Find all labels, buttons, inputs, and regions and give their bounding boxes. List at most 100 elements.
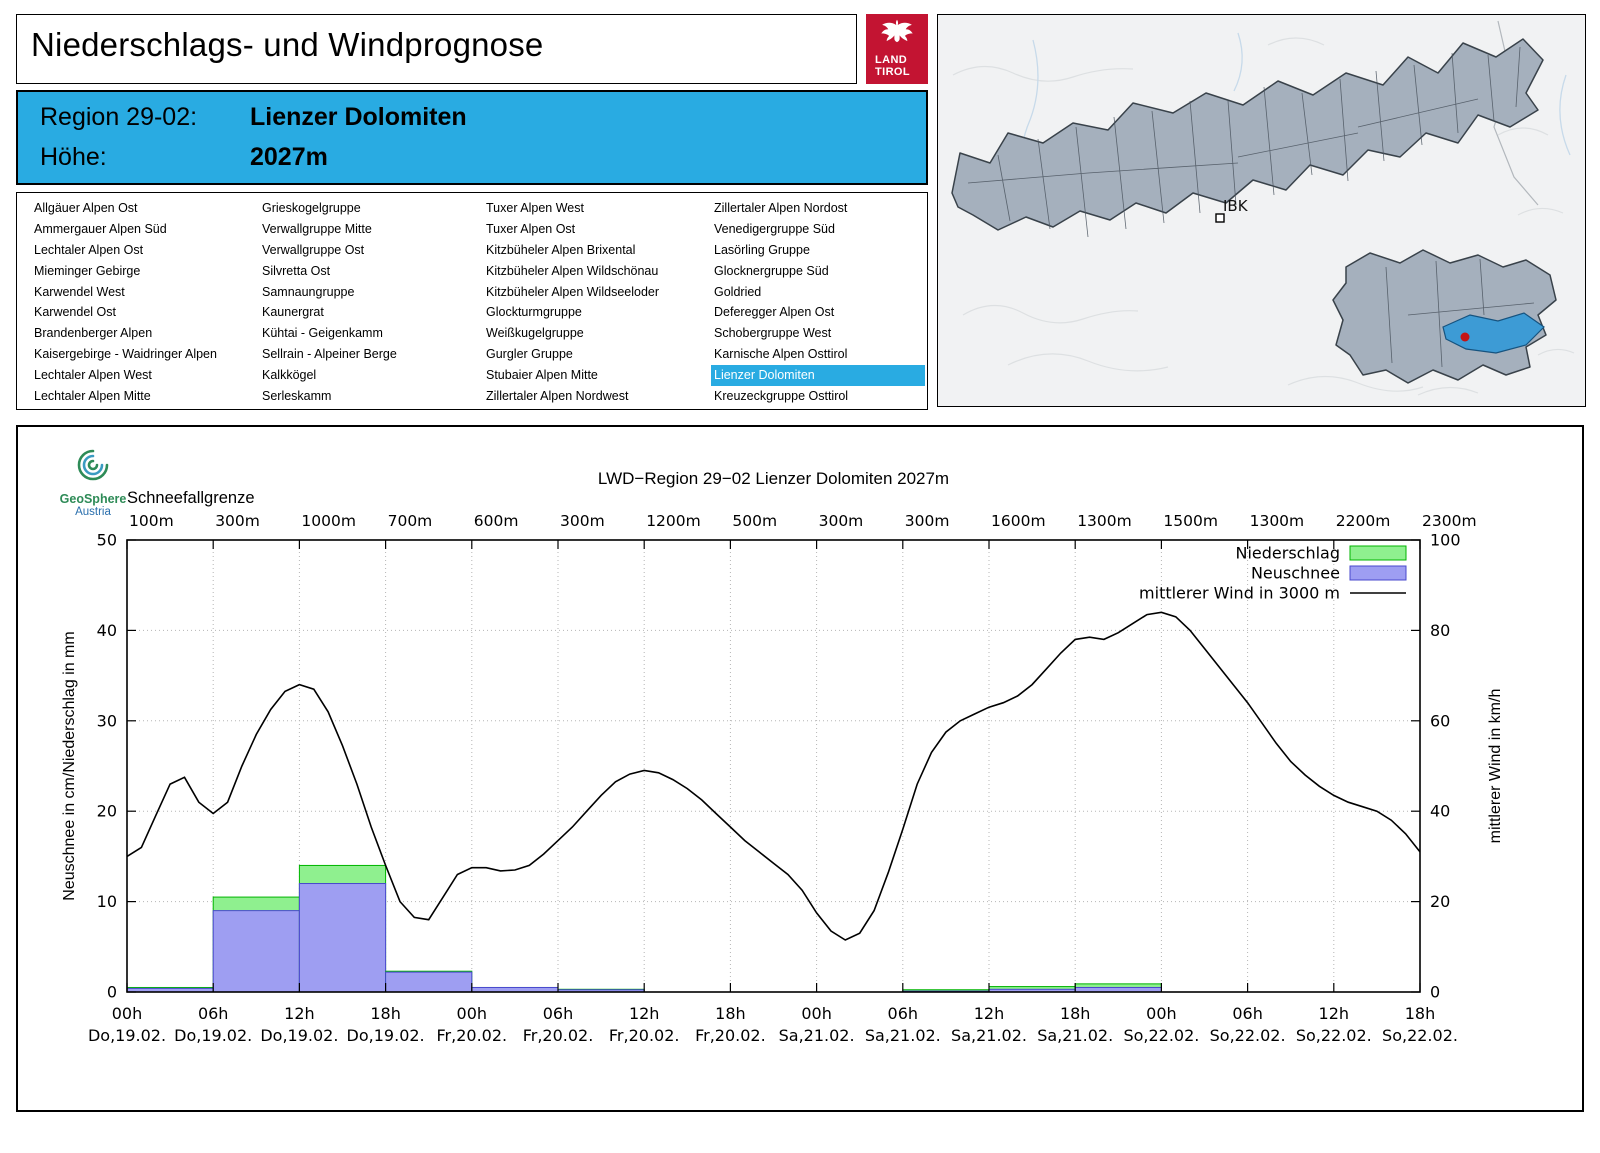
- region-list-column: Grieskogelgruppe Verwallgruppe Mitte Verwa…: [259, 198, 483, 409]
- snowline-value: 600m: [474, 512, 519, 530]
- geosphere-country: Austria: [75, 506, 111, 518]
- legend-label: Niederschlag: [1235, 544, 1340, 563]
- region-list-item[interactable]: Silvretta Ost: [262, 263, 331, 278]
- x-tick-day-label: Sa,21.02.: [779, 1026, 855, 1045]
- x-tick-hour-label: 06h: [198, 1004, 229, 1023]
- region-list-item[interactable]: Stubaier Alpen Mitte: [486, 368, 598, 383]
- forecast-chart: GeoSphere Austria LWD−Region 29−02 Lienz…: [16, 425, 1584, 1112]
- region-list-item[interactable]: Gurgler Gruppe: [486, 347, 573, 362]
- x-tick-day-label: Sa,21.02.: [951, 1026, 1027, 1045]
- snowline-value: 100m: [129, 512, 174, 530]
- region-list-item[interactable]: Kalkkögel: [262, 368, 317, 383]
- x-tick-hour-label: 00h: [1146, 1004, 1177, 1023]
- x-tick-hour-label: 12h: [284, 1004, 315, 1023]
- region-list-item[interactable]: Glocknergruppe Süd: [714, 263, 829, 278]
- region-list-item[interactable]: Kreuzeckgruppe Osttirol: [714, 389, 849, 404]
- region-label: Region 29-02:: [40, 103, 198, 131]
- y-right-tick-label: 60: [1430, 711, 1450, 730]
- region-list-item[interactable]: Deferegger Alpen Ost: [714, 305, 835, 320]
- region-list-item[interactable]: Glockturmgruppe: [486, 305, 582, 320]
- snowline-value: 300m: [819, 512, 864, 530]
- region-list-item[interactable]: Lienzer Dolomiten: [711, 365, 925, 387]
- region-list-item[interactable]: Ammergauer Alpen Süd: [34, 221, 167, 236]
- ibk-marker: [1215, 213, 1225, 223]
- map-region-north-tirol[interactable]: [951, 38, 1544, 231]
- region-list-item[interactable]: Tuxer Alpen West: [486, 201, 584, 215]
- snowline-value: 1600m: [991, 512, 1046, 530]
- region-list-column: Zillertaler Alpen Nordost Venedigergruppe…: [711, 198, 925, 409]
- region-list-item[interactable]: Weißkugelgruppe: [486, 326, 584, 341]
- neuschnee-bar: [385, 971, 473, 993]
- legend-box-swatch: [1349, 545, 1407, 561]
- region-list-item[interactable]: Lechtaler Alpen Ost: [34, 242, 144, 257]
- region-list-item[interactable]: Karnische Alpen Osttirol: [714, 347, 848, 362]
- x-tick-hour-label: 12h: [974, 1004, 1005, 1023]
- snowline-value: 1500m: [1163, 512, 1218, 530]
- x-tick-hour-label: 18h: [715, 1004, 746, 1023]
- page-title: Niederschlags- und Windprognose: [31, 26, 544, 63]
- region-list-item[interactable]: Kühtai - Geigenkamm: [262, 326, 383, 341]
- map-box: IBK: [937, 14, 1586, 407]
- x-tick-day-label: So,22.02.: [1210, 1026, 1286, 1045]
- y-left-tick-label: 40: [97, 621, 117, 640]
- x-tick-hour-label: 06h: [888, 1004, 919, 1023]
- y-left-tick-label: 0: [107, 983, 117, 1002]
- region-list-item[interactable]: Verwallgruppe Ost: [262, 242, 365, 257]
- region-list: Allgäuer Alpen Ost Ammergauer Alpen Süd Le…: [16, 192, 928, 410]
- geosphere-swirl-icon: [77, 449, 109, 481]
- x-tick-hour-label: 18h: [1405, 1004, 1436, 1023]
- region-list-item[interactable]: Venedigergruppe Süd: [714, 221, 835, 236]
- x-tick-hour-label: 12h: [1319, 1004, 1350, 1023]
- region-list-item[interactable]: Brandenberger Alpen: [34, 326, 153, 341]
- x-tick-day-label: Do,19.02.: [260, 1026, 338, 1045]
- snowline-value: 1200m: [646, 512, 701, 530]
- y-right-tick-label: 100: [1430, 531, 1461, 550]
- x-tick-hour-label: 18h: [370, 1004, 401, 1023]
- x-tick-day-label: Fr,20.02.: [523, 1026, 594, 1045]
- region-list-item[interactable]: Kitzbüheler Alpen Wildschönau: [486, 263, 659, 278]
- region-list-item[interactable]: Kaunergrat: [262, 305, 324, 320]
- x-tick-day-label: Sa,21.02.: [865, 1026, 941, 1045]
- ibk-label: IBK: [1223, 197, 1249, 215]
- tirol-eagle-icon: [881, 19, 913, 43]
- region-list-item[interactable]: Grieskogelgruppe: [262, 201, 361, 215]
- region-list-item[interactable]: Karwendel West: [34, 284, 125, 299]
- x-tick-hour-label: 00h: [457, 1004, 488, 1023]
- x-tick-day-label: So,22.02.: [1296, 1026, 1372, 1045]
- region-list-item[interactable]: Sellrain - Alpeiner Berge: [262, 347, 397, 362]
- region-list-item[interactable]: Allgäuer Alpen Ost: [34, 201, 138, 215]
- legend-label: mittlerer Wind in 3000 m: [1139, 584, 1340, 603]
- region-list-item[interactable]: Zillertaler Alpen Nordost: [714, 201, 848, 215]
- x-tick-day-label: Fr,20.02.: [437, 1026, 508, 1045]
- legend-box-swatch: [1349, 565, 1407, 581]
- chart-plot: 00h Do,19.02. 100m 06h Do,19.02. 300m 12h Do,19…: [88, 512, 1477, 1045]
- region-list-item[interactable]: Kitzbüheler Alpen Wildseeloder: [486, 284, 660, 299]
- x-tick-day-label: So,22.02.: [1382, 1026, 1458, 1045]
- region-list-item[interactable]: Goldried: [714, 284, 762, 299]
- x-tick-hour-label: 12h: [629, 1004, 660, 1023]
- snowline-value: 500m: [732, 512, 777, 530]
- region-header: Region 29-02: Lienzer Dolomiten Höhe: 20…: [16, 90, 928, 185]
- region-list-item[interactable]: Tuxer Alpen Ost: [486, 221, 576, 236]
- region-list-item[interactable]: Lechtaler Alpen West: [34, 368, 152, 383]
- region-list-item[interactable]: Verwallgruppe Mitte: [262, 221, 372, 236]
- plot-border: [126, 539, 1421, 993]
- region-list-item[interactable]: Karwendel Ost: [34, 305, 116, 320]
- region-list-item[interactable]: Schobergruppe West: [714, 326, 832, 341]
- region-list-item[interactable]: Kitzbüheler Alpen Brixental: [486, 242, 636, 257]
- terrain-decoration: [952, 37, 1575, 396]
- region-list-item[interactable]: Lechtaler Alpen Mitte: [34, 389, 151, 404]
- y-left-tick-label: 20: [97, 802, 117, 821]
- map-region-highlight[interactable]: [1442, 312, 1545, 354]
- region-list-item[interactable]: Serleskamm: [262, 389, 332, 404]
- region-list-item[interactable]: Mieminger Gebirge: [34, 263, 141, 278]
- region-list-item[interactable]: Zillertaler Alpen Nordwest: [486, 389, 629, 404]
- snowline-value: 1000m: [301, 512, 356, 530]
- y-left-tick-label: 50: [97, 531, 117, 550]
- x-tick-day-label: Do,19.02.: [174, 1026, 252, 1045]
- tirol-map: IBK: [938, 15, 1585, 406]
- region-list-item[interactable]: Kaisergebirge - Waidringer Alpen: [34, 347, 217, 362]
- region-list-item[interactable]: Samnaungruppe: [262, 284, 355, 299]
- region-list-item[interactable]: Lasörling Gruppe: [714, 242, 810, 257]
